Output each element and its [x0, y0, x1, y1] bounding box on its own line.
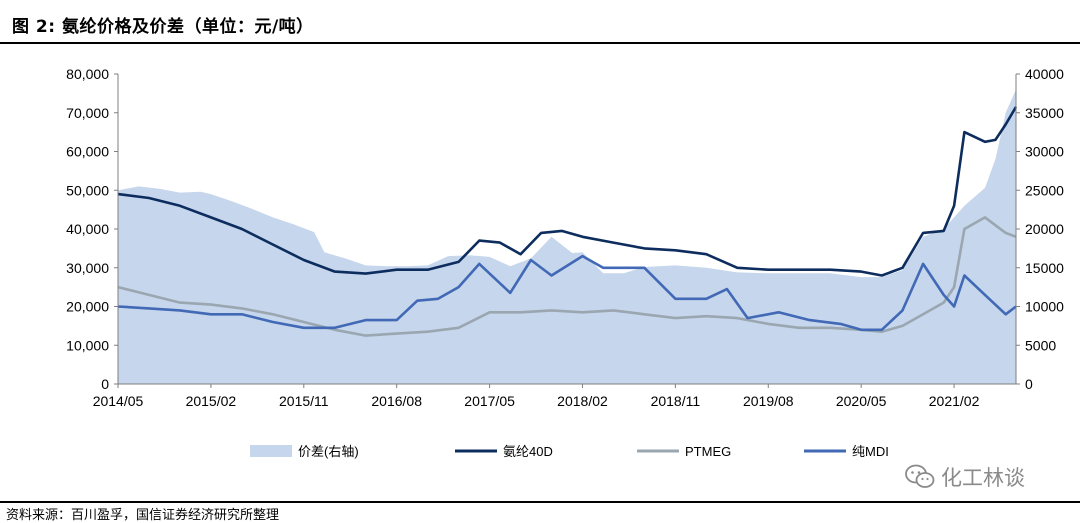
- price-spread-chart: 0 10,000 20,000 30,000 40,000 50,000 60,000 70,…: [66, 66, 1064, 459]
- x-tick-label: 2020/05: [836, 393, 887, 409]
- series-line-1: [117, 106, 1018, 277]
- legend-label: 氨纶40D: [503, 444, 553, 459]
- legend-label: 价差(右轴): [298, 444, 359, 459]
- watermark: 化工林谈: [905, 462, 1025, 492]
- right-tick-label: 25000: [1025, 182, 1064, 198]
- right-tick-label: 15000: [1025, 260, 1064, 276]
- right-tick-label: 10000: [1025, 299, 1064, 315]
- plot-area: 0 10,000 20,000 30,000 40,000 50,000 60,000 70,…: [66, 66, 1064, 409]
- figure-title: 图 2: 氨纶价格及价差（单位：元/吨）: [12, 17, 314, 37]
- figure-header: 图 2: 氨纶价格及价差（单位：元/吨）: [0, 0, 1080, 44]
- legend-item: 纯MDI: [804, 444, 889, 459]
- left-tick-label: 20,000: [66, 299, 109, 315]
- left-tick-label: 0: [101, 376, 109, 392]
- right-tick-label: 20000: [1025, 221, 1064, 237]
- series-line-3: [117, 254, 1017, 332]
- x-tick-label: 2017/05: [464, 393, 515, 409]
- x-tick-label: 2015/02: [186, 393, 237, 409]
- legend-item: 价差(右轴): [250, 444, 359, 459]
- x-tick-label: 2018/11: [651, 393, 701, 409]
- figure-source: 资料来源：百川盈孚，国信证券经济研究所整理: [6, 508, 280, 523]
- right-tick-label: 30000: [1025, 144, 1064, 160]
- left-tick-label: 70,000: [66, 105, 109, 121]
- series-area-spread: [118, 89, 1016, 384]
- legend-swatch: [250, 445, 292, 457]
- x-tick-label: 2016/08: [371, 393, 422, 409]
- left-tick-label: 50,000: [66, 182, 109, 198]
- left-tick-label: 40,000: [66, 221, 109, 237]
- right-tick-label: 35000: [1025, 105, 1064, 121]
- right-tick-label: 0: [1025, 376, 1033, 392]
- x-tick-label: 2021/02: [929, 393, 980, 409]
- footer-rule: [0, 501, 1080, 503]
- right-tick-label: 40000: [1025, 66, 1064, 82]
- left-tick-label: 10,000: [66, 337, 109, 353]
- watermark-text: 化工林谈: [941, 466, 1025, 490]
- legend-label: PTMEG: [685, 444, 731, 459]
- x-tick-label: 2019/08: [743, 393, 794, 409]
- wechat-icon: [905, 464, 935, 488]
- x-tick-label: 2015/11: [279, 393, 329, 409]
- legend-label: 纯MDI: [852, 444, 889, 459]
- series-line-2: [117, 216, 1017, 337]
- x-tick-label: 2018/02: [557, 393, 608, 409]
- left-tick-label: 80,000: [66, 66, 109, 82]
- legend-item: PTMEG: [637, 444, 731, 459]
- left-tick-label: 60,000: [66, 144, 109, 160]
- right-tick-label: 5000: [1025, 337, 1056, 353]
- left-tick-label: 30,000: [66, 260, 109, 276]
- x-tick-label: 2014/05: [93, 393, 144, 409]
- legend-item: 氨纶40D: [455, 444, 553, 459]
- legend: 价差(右轴) 氨纶40D PTMEG 纯MDI: [250, 444, 889, 459]
